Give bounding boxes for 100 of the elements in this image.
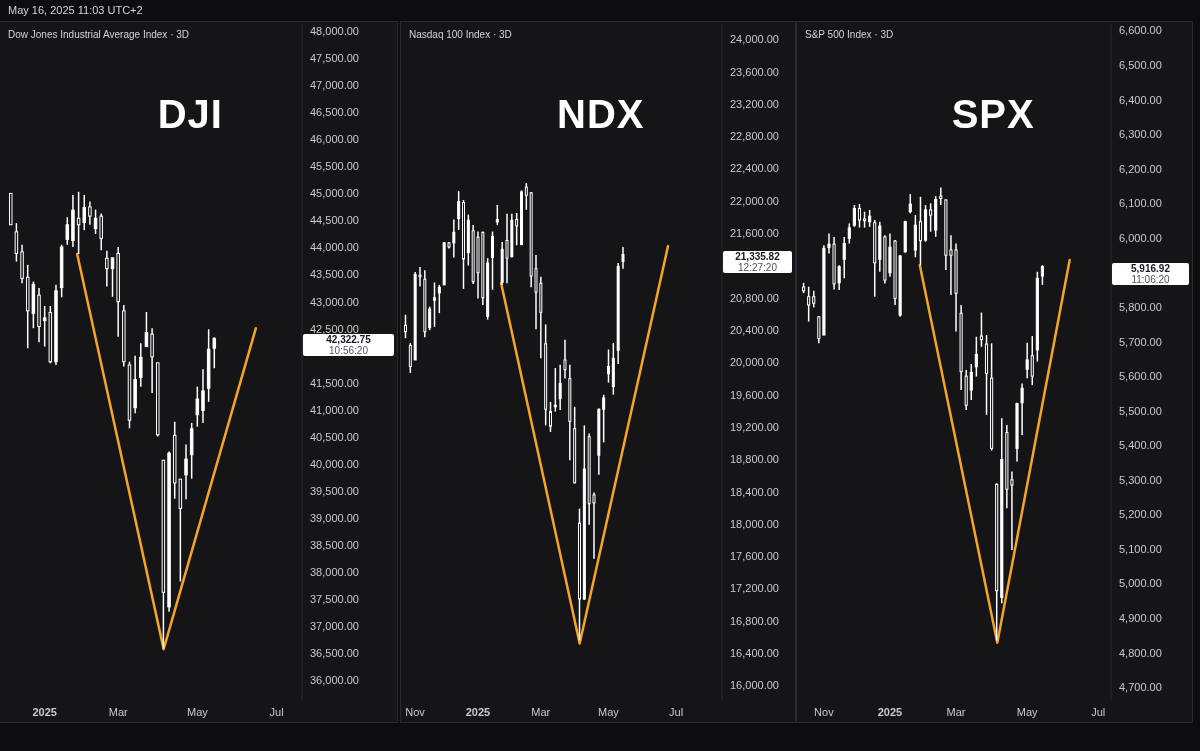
x-tick-label: 2025 (32, 706, 57, 718)
y-tick-label: 39,000.00 (310, 512, 359, 525)
candlestick (1025, 341, 1029, 379)
text: 12:27:20 (738, 261, 777, 273)
y-tick-label: 20,800.00 (730, 291, 779, 304)
candlestick (563, 339, 567, 380)
candlestick (105, 250, 109, 288)
x-tick-label: Mar (108, 706, 129, 718)
y-tick-label: 43,500.00 (310, 268, 359, 281)
candlestick (979, 311, 984, 348)
text: Nasdaq 100 Index · 3D (409, 29, 512, 40)
candlestick (457, 190, 461, 231)
y-tick-label: 20,000.00 (730, 356, 779, 369)
x-tick-label: Nov (405, 706, 426, 718)
y-tick-label: 6,200.00 (1119, 162, 1162, 175)
y-tick-label: 6,300.00 (1119, 128, 1162, 141)
y-tick-label: 17,200.00 (730, 582, 779, 595)
y-tick-label: 5,100.00 (1119, 542, 1162, 555)
candlestick (462, 199, 465, 290)
y-tick-label: 46,000.00 (310, 133, 359, 146)
candlestick (88, 200, 92, 226)
candlestick (939, 186, 943, 206)
x-tick-label: May (598, 706, 620, 718)
y-tick-label: 37,500.00 (310, 593, 359, 606)
y-tick-label: 38,500.00 (310, 539, 359, 552)
candlestick (212, 336, 217, 369)
y-tick-label: 6,100.00 (1119, 197, 1162, 210)
y-tick-label: 40,000.00 (310, 457, 359, 470)
y-tick-label: 46,500.00 (310, 106, 359, 119)
y-tick-label: 5,700.00 (1119, 335, 1162, 348)
candlestick (852, 204, 856, 228)
y-tick-label: 22,400.00 (730, 162, 779, 175)
y-tick-label: 44,500.00 (310, 214, 359, 227)
y-tick-label: 23,200.00 (730, 97, 779, 110)
candlestick (437, 284, 441, 314)
candlestick (929, 202, 933, 233)
candlestick (842, 236, 846, 280)
y-tick-label: 48,000.00 (310, 24, 359, 37)
y-tick-label: 18,800.00 (730, 453, 779, 466)
y-tick-label: 43,000.00 (310, 295, 359, 308)
text: S&P 500 Index · 3D (805, 29, 894, 40)
candlestick (908, 193, 912, 215)
candlestick (150, 327, 154, 394)
y-tick-label: 5,000.00 (1119, 577, 1162, 590)
y-tick-label: 47,000.00 (310, 79, 359, 92)
y-tick-label: 6,500.00 (1119, 59, 1162, 72)
y-tick-label: 37,000.00 (310, 620, 359, 633)
y-tick-label: 5,500.00 (1119, 404, 1162, 417)
x-tick-label: May (1016, 706, 1039, 718)
candlestick (807, 285, 811, 323)
y-tick-label: 40,500.00 (310, 430, 359, 443)
x-tick-label: May (187, 706, 209, 718)
y-tick-label: 17,600.00 (730, 550, 779, 563)
y-tick-label: 47,500.00 (310, 52, 359, 64)
y-tick-label: 36,500.00 (310, 647, 359, 660)
candlestick (428, 305, 432, 331)
y-tick-label: 16,400.00 (730, 647, 779, 660)
candlestick (201, 368, 205, 424)
candlestick (110, 257, 115, 298)
x-tick-label: Jul (669, 706, 684, 718)
y-tick-label: 5,200.00 (1119, 508, 1162, 521)
y-tick-label: 16,000.00 (730, 679, 779, 692)
y-tick-label: 5,800.00 (1119, 300, 1162, 313)
candlestick (515, 212, 519, 247)
candlestick (974, 336, 978, 378)
y-tick-label: 44,000.00 (310, 241, 359, 254)
x-tick-label: 2025 (465, 706, 491, 718)
text: 21,335.82 (734, 250, 781, 262)
y-tick-label: 4,900.00 (1119, 612, 1162, 624)
y-tick-label: 45,000.00 (310, 187, 359, 200)
y-tick-label: 41,500.00 (310, 376, 359, 389)
y-tick-label: 23,600.00 (730, 65, 779, 78)
annotation: NDX (556, 92, 646, 137)
text: Dow Jones Industrial Average Index · 3D (8, 29, 190, 40)
candlestick (1020, 382, 1024, 436)
candlestick (524, 182, 528, 211)
candlestick (139, 342, 143, 388)
candlestick (607, 348, 610, 384)
y-tick-label: 21,600.00 (730, 227, 779, 240)
x-tick-label: Mar (531, 706, 551, 718)
annotation: SPX (950, 92, 1036, 137)
y-tick-label: 16,800.00 (730, 614, 779, 627)
y-tick-label: 5,400.00 (1119, 439, 1162, 452)
candlestick (857, 203, 862, 229)
x-tick-label: Jul (269, 706, 284, 718)
y-tick-label: 42,500.00 (310, 322, 359, 335)
candlestick (1040, 264, 1044, 286)
y-tick-label: 38,000.00 (310, 566, 359, 579)
candlestick (578, 507, 581, 641)
candlestick (847, 222, 851, 245)
y-tick-label: 22,800.00 (730, 130, 779, 143)
y-tick-label: 5,600.00 (1119, 370, 1162, 383)
x-tick-label: Nov (814, 706, 835, 718)
candlestick (549, 401, 552, 433)
text: May 16, 2025 11:03 UTC+2 (8, 4, 143, 16)
candlestick (1030, 335, 1034, 386)
candlestick (408, 342, 412, 374)
y-tick-label: 22,000.00 (730, 194, 779, 207)
y-tick-label: 45,500.00 (310, 160, 359, 173)
candlestick (195, 385, 200, 428)
